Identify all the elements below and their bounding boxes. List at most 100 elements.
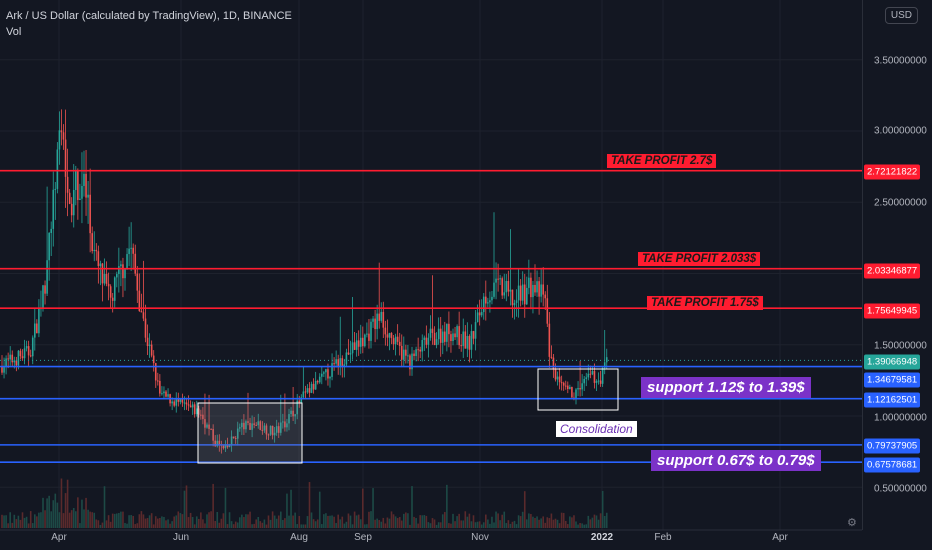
volume-bar: [130, 515, 132, 528]
volume-bar: [378, 520, 380, 528]
candle-body: [124, 268, 126, 279]
volume-bar: [485, 514, 487, 528]
candle-body: [544, 294, 547, 299]
volume-bar: [341, 516, 344, 528]
y-tick-label: 1.50000000: [874, 340, 927, 352]
volume-bar: [515, 524, 518, 528]
volume-bar: [456, 516, 458, 528]
volume-bar: [538, 519, 540, 528]
candle-body: [411, 353, 413, 370]
volume-bar: [546, 517, 549, 528]
candle-body: [366, 333, 368, 335]
candle-body: [195, 408, 198, 415]
candle-body: [548, 323, 551, 357]
candle-body: [52, 189, 55, 229]
volume-bar: [157, 518, 159, 528]
candle-body: [540, 284, 542, 297]
volume-bar: [200, 512, 202, 528]
volume-bar: [513, 520, 516, 528]
candle-body: [538, 281, 540, 297]
candle-body: [273, 432, 276, 436]
candle-body: [337, 359, 339, 368]
price-axis[interactable]: [862, 0, 932, 530]
candle-body: [79, 198, 81, 200]
y-tick-label: 3.00000000: [874, 125, 927, 137]
volume-bar: [17, 515, 20, 528]
currency-button[interactable]: USD: [884, 7, 918, 24]
candle-body: [17, 350, 20, 366]
candle-body: [29, 355, 32, 357]
candle-body: [603, 362, 606, 368]
candle-body: [478, 312, 481, 316]
candle-body: [450, 334, 452, 342]
volume-bar: [308, 482, 311, 528]
volume-bar: [599, 513, 602, 528]
volume-bar: [267, 515, 270, 528]
volume-bar: [101, 522, 104, 528]
candle-body: [298, 400, 301, 404]
volume-bar: [306, 516, 309, 528]
volume-bar: [423, 515, 426, 528]
volume-bar: [505, 523, 508, 528]
volume-bar: [87, 509, 89, 528]
price-tag-support-0-79: 0.79737905: [864, 438, 921, 454]
y-tick-label: 0.50000000: [874, 483, 927, 495]
candle-body: [456, 326, 458, 338]
volume-bar: [193, 524, 196, 528]
volume-bar: [362, 488, 364, 528]
volume-bar: [257, 516, 260, 528]
candle-body: [427, 337, 430, 345]
chart-settings-icon[interactable]: ⚙: [847, 517, 857, 529]
candle-body: [341, 358, 344, 367]
candle-body: [275, 426, 278, 433]
volume-bar: [132, 515, 134, 528]
volume-bar: [290, 489, 292, 528]
candle-body: [46, 260, 48, 294]
volume-bar: [398, 517, 401, 528]
candle-body: [212, 429, 214, 441]
candle-body: [216, 440, 219, 447]
candle-body: [597, 380, 600, 382]
candle-body: [501, 278, 503, 296]
volume-bar: [181, 514, 184, 528]
volume-bar: [556, 519, 559, 528]
candle-body: [210, 428, 212, 430]
volume-bar: [163, 516, 165, 528]
volume-bar: [234, 521, 237, 528]
candle-body: [464, 331, 467, 349]
candle-body: [511, 289, 514, 306]
volume-bar: [493, 522, 495, 528]
candle-body: [327, 369, 329, 379]
volume-bar: [331, 515, 333, 528]
candle-body: [1, 366, 3, 373]
candle-body: [122, 264, 124, 279]
volume-bar: [353, 511, 356, 528]
volume-bar: [521, 511, 524, 528]
volume-bar: [452, 513, 454, 528]
volume-bar: [587, 515, 590, 528]
candle-body: [136, 273, 139, 291]
volume-bar: [511, 521, 514, 528]
candle-body: [23, 348, 26, 359]
volume-bar: [407, 513, 409, 528]
candle-body: [224, 445, 227, 449]
volume-bar: [245, 514, 247, 528]
volume-bar: [111, 513, 114, 528]
candle-body: [528, 277, 530, 288]
candle-body: [99, 263, 102, 267]
volume-bar: [107, 515, 110, 528]
volume-bar: [224, 487, 227, 528]
volume-bar: [136, 523, 139, 528]
candle-body: [302, 391, 305, 398]
volume-bar: [99, 524, 102, 528]
volume-bar: [575, 521, 577, 528]
volume-bar: [138, 514, 141, 528]
candle-body: [532, 284, 534, 298]
volume-bar: [564, 520, 567, 528]
candle-body: [542, 284, 544, 295]
volume-bar: [316, 519, 319, 528]
candle-body: [105, 273, 108, 284]
candle-body: [64, 139, 67, 177]
volume-bar: [7, 523, 9, 528]
